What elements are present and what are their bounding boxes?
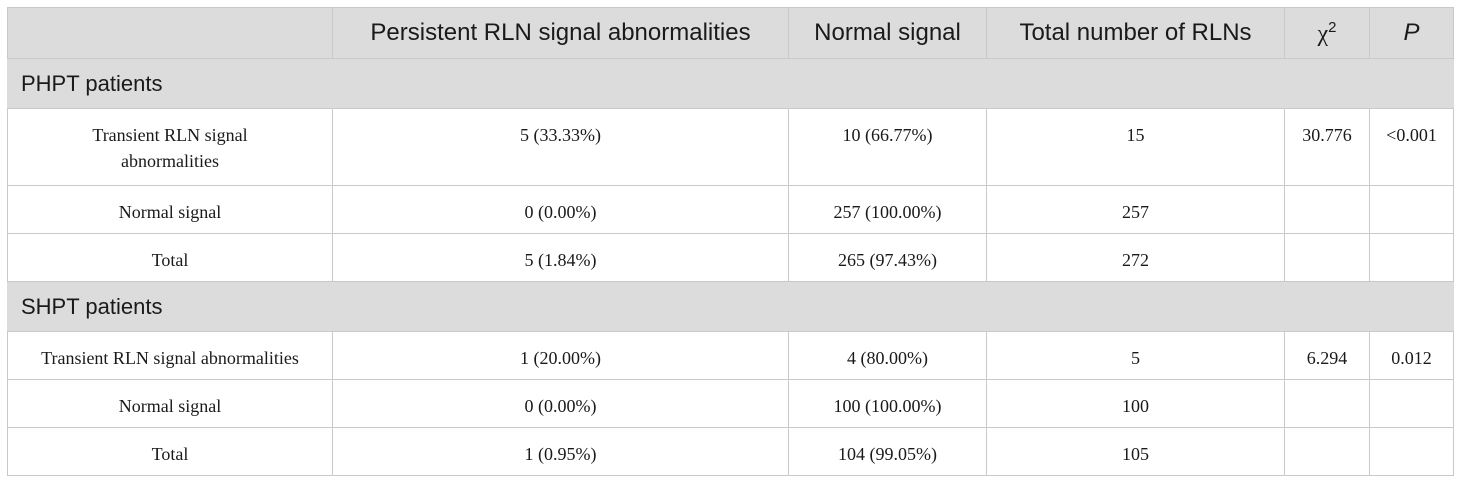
cell-normal: 104 (99.05%)	[788, 427, 987, 476]
cell-persistent: 5 (1.84%)	[332, 233, 789, 282]
header-total-rlns: Total number of RLNs	[986, 7, 1285, 59]
cell-persistent: 0 (0.00%)	[332, 379, 789, 428]
header-p-value: P	[1369, 7, 1454, 59]
table-row: Normal signal 0 (0.00%) 100 (100.00%) 10…	[7, 379, 1454, 428]
row-label: Total	[7, 233, 333, 282]
table-row: Normal signal 0 (0.00%) 257 (100.00%) 25…	[7, 185, 1454, 234]
cell-p-value	[1369, 379, 1454, 428]
row-label: Normal signal	[7, 379, 333, 428]
cell-p-value	[1369, 427, 1454, 476]
cell-persistent: 0 (0.00%)	[332, 185, 789, 234]
chi-symbol: χ	[1317, 20, 1329, 47]
header-chi-square: χ2	[1284, 7, 1370, 59]
chi-superscript: 2	[1328, 18, 1337, 36]
row-label: Transient RLN signal abnormalities	[7, 331, 333, 380]
cell-normal: 257 (100.00%)	[788, 185, 987, 234]
cell-total: 257	[986, 185, 1285, 234]
cell-normal: 10 (66.77%)	[788, 108, 987, 186]
cell-persistent: 5 (33.33%)	[332, 108, 789, 186]
cell-total: 15	[986, 108, 1285, 186]
cell-p-value: <0.001	[1369, 108, 1454, 186]
row-label: Normal signal	[7, 185, 333, 234]
section-title: PHPT patients	[7, 58, 1454, 109]
cell-chi-square	[1284, 379, 1370, 428]
cell-chi-square: 6.294	[1284, 331, 1370, 380]
row-label: Transient RLN signal abnormalities	[7, 108, 333, 186]
header-row: Persistent RLN signal abnormalities Norm…	[7, 7, 1454, 59]
rln-comparison-table: Persistent RLN signal abnormalities Norm…	[7, 7, 1454, 476]
section-title: SHPT patients	[7, 281, 1454, 332]
cell-normal: 4 (80.00%)	[788, 331, 987, 380]
cell-chi-square	[1284, 233, 1370, 282]
cell-chi-square	[1284, 427, 1370, 476]
cell-p-value	[1369, 233, 1454, 282]
cell-chi-square	[1284, 185, 1370, 234]
cell-total: 5	[986, 331, 1285, 380]
header-normal-signal: Normal signal	[788, 7, 987, 59]
section-row-shpt: SHPT patients	[7, 281, 1454, 332]
header-blank	[7, 7, 333, 59]
header-persistent-abnormalities: Persistent RLN signal abnormalities	[332, 7, 789, 59]
table-row: Transient RLN signal abnormalities 1 (20…	[7, 331, 1454, 380]
cell-p-value	[1369, 185, 1454, 234]
cell-chi-square: 30.776	[1284, 108, 1370, 186]
cell-total: 100	[986, 379, 1285, 428]
table-row: Transient RLN signal abnormalities 5 (33…	[7, 108, 1454, 186]
cell-normal: 100 (100.00%)	[788, 379, 987, 428]
row-label: Total	[7, 427, 333, 476]
table-row: Total 1 (0.95%) 104 (99.05%) 105	[7, 427, 1454, 476]
cell-total: 272	[986, 233, 1285, 282]
section-row-phpt: PHPT patients	[7, 58, 1454, 109]
cell-total: 105	[986, 427, 1285, 476]
cell-p-value: 0.012	[1369, 331, 1454, 380]
cell-normal: 265 (97.43%)	[788, 233, 987, 282]
cell-persistent: 1 (20.00%)	[332, 331, 789, 380]
cell-persistent: 1 (0.95%)	[332, 427, 789, 476]
table-row: Total 5 (1.84%) 265 (97.43%) 272	[7, 233, 1454, 282]
